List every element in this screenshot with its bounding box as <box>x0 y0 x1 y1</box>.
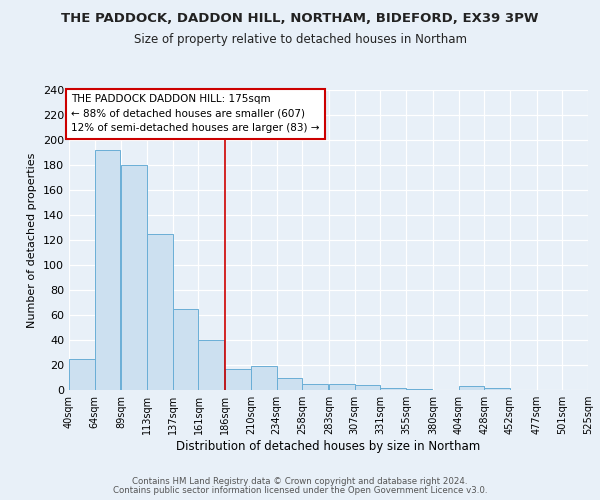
Y-axis label: Number of detached properties: Number of detached properties <box>28 152 37 328</box>
Bar <box>302 384 328 390</box>
Text: Contains HM Land Registry data © Crown copyright and database right 2024.: Contains HM Land Registry data © Crown c… <box>132 477 468 486</box>
Bar <box>484 388 510 390</box>
Bar <box>380 388 406 390</box>
Bar <box>225 369 251 390</box>
Bar <box>199 340 224 390</box>
Text: Contains public sector information licensed under the Open Government Licence v3: Contains public sector information licen… <box>113 486 487 495</box>
X-axis label: Distribution of detached houses by size in Northam: Distribution of detached houses by size … <box>176 440 481 453</box>
Bar <box>173 308 199 390</box>
Text: THE PADDOCK DADDON HILL: 175sqm
← 88% of detached houses are smaller (607)
12% o: THE PADDOCK DADDON HILL: 175sqm ← 88% of… <box>71 94 320 134</box>
Bar <box>355 385 380 390</box>
Bar <box>121 165 147 390</box>
Bar <box>69 359 95 390</box>
Bar <box>95 150 121 390</box>
Bar <box>277 378 302 390</box>
Bar <box>406 389 432 390</box>
Bar <box>458 386 484 390</box>
Bar <box>329 384 355 390</box>
Text: Size of property relative to detached houses in Northam: Size of property relative to detached ho… <box>133 32 467 46</box>
Bar <box>147 234 173 390</box>
Bar <box>251 366 277 390</box>
Text: THE PADDOCK, DADDON HILL, NORTHAM, BIDEFORD, EX39 3PW: THE PADDOCK, DADDON HILL, NORTHAM, BIDEF… <box>61 12 539 26</box>
